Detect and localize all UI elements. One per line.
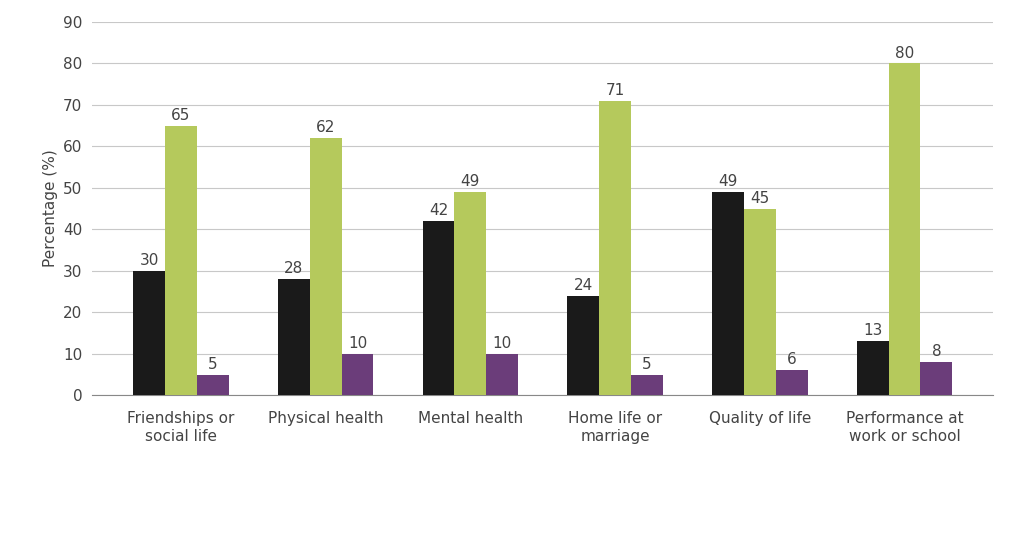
Text: 49: 49 [461, 174, 480, 189]
Bar [309, 138, 342, 395]
Text: 45: 45 [751, 191, 769, 206]
Text: 5: 5 [208, 357, 217, 372]
Text: 8: 8 [932, 344, 941, 359]
Legend: Somewhat/very beneficial, No effect, Somewhat/very harmful: Somewhat/very beneficial, No effect, Som… [245, 545, 841, 549]
Text: 62: 62 [316, 120, 335, 135]
Bar [165, 126, 197, 395]
Bar [921, 362, 952, 395]
Text: 80: 80 [895, 46, 914, 60]
Bar [278, 279, 309, 395]
Bar [712, 192, 743, 395]
Bar [455, 192, 486, 395]
Bar [567, 296, 599, 395]
Text: 6: 6 [786, 352, 797, 367]
Bar [197, 374, 228, 395]
Bar [133, 271, 165, 395]
Bar [599, 101, 631, 395]
Bar [776, 371, 808, 395]
Text: 10: 10 [348, 336, 367, 351]
Text: 49: 49 [718, 174, 737, 189]
Text: 30: 30 [139, 253, 159, 268]
Y-axis label: Percentage (%): Percentage (%) [43, 150, 57, 267]
Text: 42: 42 [429, 203, 449, 218]
Text: 71: 71 [605, 83, 625, 98]
Bar [423, 221, 455, 395]
Text: 24: 24 [573, 278, 593, 293]
Bar [342, 354, 374, 395]
Text: 10: 10 [493, 336, 512, 351]
Text: 5: 5 [642, 357, 651, 372]
Bar [486, 354, 518, 395]
Text: 65: 65 [171, 108, 190, 123]
Bar [857, 341, 889, 395]
Text: 13: 13 [863, 323, 883, 338]
Text: 28: 28 [284, 261, 303, 276]
Bar [631, 374, 663, 395]
Bar [889, 64, 921, 395]
Bar [743, 209, 776, 395]
